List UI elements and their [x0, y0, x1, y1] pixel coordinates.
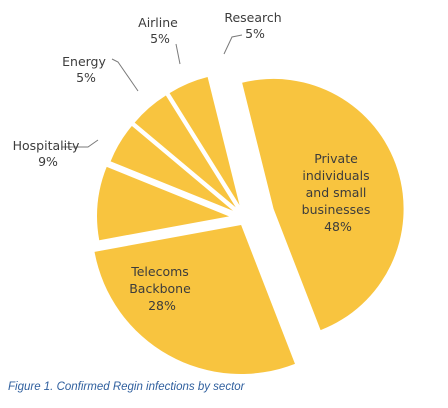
- label-energy: Energy 5%: [62, 54, 110, 85]
- label-research: Research 5%: [224, 10, 285, 41]
- leader-line-energy: [111, 58, 139, 92]
- pie-slice-hospitality: [97, 166, 230, 241]
- pie-slice-private-individuals-and-small-businesses: [242, 78, 404, 331]
- label-private: Private individuals and small businesses…: [302, 151, 375, 234]
- label-private-line2: individuals: [302, 168, 369, 183]
- label-airline-percent: 5%: [150, 31, 170, 46]
- label-airline-line1: Airline: [138, 15, 178, 30]
- label-private-line1: Private: [314, 151, 358, 166]
- label-hospitality-percent: 9%: [38, 154, 58, 169]
- figure-caption: Figure 1. Confirmed Regin infections by …: [8, 381, 245, 393]
- label-airline: Airline 5%: [138, 15, 182, 46]
- leader-line-research: [223, 34, 243, 55]
- leader-line-airline: [175, 43, 181, 65]
- pie-slice-airline: [134, 95, 236, 208]
- label-research-percent: 5%: [245, 26, 265, 41]
- label-telecoms-line1: Telecoms: [130, 264, 189, 279]
- label-telecoms-percent: 28%: [148, 298, 176, 313]
- label-private-line4: businesses: [302, 202, 371, 217]
- label-energy-line1: Energy: [62, 54, 106, 69]
- pie-slice-telecoms-backbone: [94, 224, 295, 374]
- label-hospitality-line1: Hospitality: [13, 138, 80, 153]
- label-hospitality: Hospitality 9%: [13, 138, 84, 169]
- label-telecoms-line2: Backbone: [129, 281, 191, 296]
- label-research-line1: Research: [224, 10, 281, 25]
- leader-lines: [62, 34, 243, 148]
- pie-slice-research: [169, 77, 240, 206]
- leader-line-hospitality: [62, 139, 99, 148]
- pie-slice-energy: [110, 125, 233, 211]
- label-telecoms: Telecoms Backbone 28%: [129, 264, 195, 313]
- label-energy-percent: 5%: [76, 70, 96, 85]
- label-private-percent: 48%: [324, 219, 352, 234]
- label-private-line3: and small: [306, 185, 367, 200]
- pie-slices: [94, 77, 404, 374]
